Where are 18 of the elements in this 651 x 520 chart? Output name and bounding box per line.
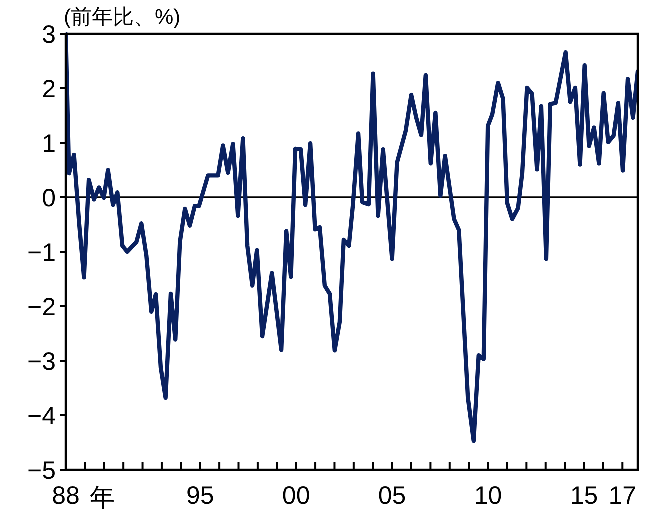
y-tick-label: 2 bbox=[42, 76, 56, 104]
y-tick-label: −5 bbox=[27, 457, 56, 485]
x-tick-label: 17 bbox=[608, 482, 637, 510]
y-tick-label: 1 bbox=[42, 130, 56, 158]
y-axis-title: (前年比、%) bbox=[64, 6, 181, 29]
x-tick-label: 05 bbox=[378, 482, 406, 510]
y-tick-label: 0 bbox=[42, 184, 56, 212]
y-tick-label: −1 bbox=[27, 239, 56, 267]
x-tick-label: 95 bbox=[186, 482, 214, 510]
x-tick-label: 15 bbox=[570, 482, 598, 510]
x-tick-label: 10 bbox=[474, 482, 502, 510]
y-tick-label: −2 bbox=[27, 294, 56, 322]
x-tick-label: 00 bbox=[282, 482, 310, 510]
y-tick-label: 3 bbox=[42, 21, 56, 49]
x-tick-label: 88 bbox=[52, 482, 80, 510]
x-axis-title: 年 bbox=[90, 484, 115, 512]
y-tick-label: −3 bbox=[27, 348, 56, 376]
y-tick-label: −4 bbox=[27, 402, 56, 430]
